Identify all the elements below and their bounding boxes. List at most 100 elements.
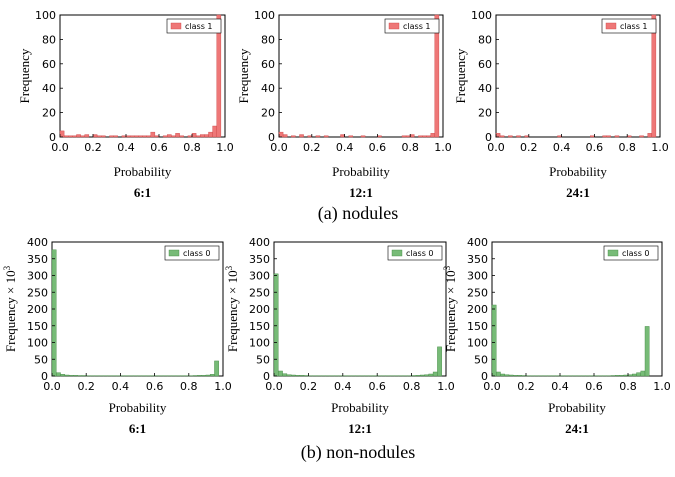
histogram-bar — [187, 135, 193, 138]
y-tick-label: 60 — [261, 58, 275, 71]
y-tick-label: 250 — [249, 286, 270, 299]
x-tick-label: 0.8 — [401, 141, 419, 154]
x-tick-label: 1.0 — [214, 380, 232, 393]
histogram-bar — [590, 135, 595, 138]
histogram-bar — [191, 133, 197, 138]
histogram-bar — [434, 14, 440, 138]
y-axis-label: Frequency — [453, 48, 468, 103]
x-tick-label: 0.0 — [483, 380, 501, 393]
y-tick-label: 100 — [35, 9, 56, 22]
legend-swatch — [168, 249, 180, 257]
histogram-bar — [627, 135, 632, 138]
legend-label: class 0 — [183, 249, 211, 258]
legend-box — [166, 18, 222, 34]
legend-swatch — [391, 249, 403, 257]
plot-frame — [273, 241, 447, 377]
y-tick-label: 250 — [467, 286, 488, 299]
histogram-bar — [303, 375, 309, 377]
histogram-bar — [208, 131, 213, 138]
histogram-bar — [84, 134, 90, 138]
histogram-bar — [651, 14, 657, 138]
x-tick-label: 1.0 — [437, 380, 455, 393]
histogram-bar — [291, 374, 296, 377]
histogram-bar — [644, 326, 650, 377]
legend-label: class 1 — [403, 22, 431, 31]
histogram-bar — [627, 374, 633, 377]
histogram-bar — [212, 125, 217, 138]
legend-box — [384, 18, 440, 34]
x-tick-label: 0.8 — [403, 380, 421, 393]
x-tick-label: 0.6 — [368, 380, 386, 393]
y-tick-label: 350 — [27, 253, 48, 266]
x-tick-label: 0.4 — [553, 141, 571, 154]
histogram-bar — [426, 135, 431, 138]
histogram-bar — [491, 304, 497, 377]
histogram-bar — [424, 374, 430, 377]
x-tick-label: 0.0 — [43, 380, 61, 393]
subplot-title: 6:1 — [129, 421, 146, 436]
y-tick-label: 0 — [263, 370, 270, 383]
histogram-bar — [418, 135, 423, 138]
histogram-bar — [138, 135, 143, 138]
y-tick-label: 400 — [467, 236, 488, 249]
plot-frame — [495, 14, 661, 138]
histogram-bar — [307, 135, 313, 138]
histogram-bar — [291, 135, 296, 138]
y-tick-label: 80 — [478, 33, 492, 46]
y-tick-label: 20 — [42, 107, 56, 120]
histogram-bar — [282, 134, 288, 138]
y-tick-label: 150 — [249, 320, 270, 333]
x-tick-label: 0.4 — [551, 380, 569, 393]
legend: class 0 — [164, 245, 220, 261]
histogram-bar — [415, 375, 421, 377]
legend: class 1 — [166, 18, 222, 34]
histogram-bar — [201, 375, 207, 377]
histogram-bar — [495, 133, 501, 138]
subplot-title: 24:1 — [565, 421, 589, 436]
y-tick-label: 20 — [478, 107, 492, 120]
histogram-bar — [340, 134, 345, 138]
histogram-bar — [405, 135, 411, 138]
y-axis-label: Frequency × 103 — [2, 265, 18, 352]
histogram-bar — [360, 135, 366, 138]
histogram-bar — [517, 375, 522, 377]
y-tick-label: 0 — [41, 370, 48, 383]
y-tick-label: 80 — [261, 33, 275, 46]
y-tick-label: 150 — [467, 320, 488, 333]
histogram-bar — [636, 372, 641, 377]
histogram-bar — [175, 133, 180, 138]
legend-box — [387, 245, 443, 261]
y-tick-label: 350 — [249, 253, 270, 266]
histogram-bar — [315, 135, 321, 138]
legend-swatch — [607, 249, 619, 257]
chart-panel-3: 0.0 0.2 0.4 0.6 0.8 1.0 0 20 40 60 80 100 Probabilit… — [453, 9, 669, 200]
y-tick-label: 50 — [34, 353, 48, 366]
histogram-bar — [113, 135, 118, 138]
histogram-bar — [286, 374, 292, 377]
chart-panel-6: 0.0 0.2 0.4 0.6 0.8 1.0 0 50 100 150 200 250 300 350 4… — [442, 236, 671, 436]
y-tick-label: 0 — [268, 131, 275, 144]
chart-panel-1: 0.0 0.2 0.4 0.6 0.8 1.0 0 20 40 60 80 100 Probabilit… — [17, 9, 234, 200]
histogram-bar — [632, 373, 637, 377]
y-axis-label: Frequency — [17, 48, 32, 103]
histogram-bar — [410, 134, 415, 138]
x-tick-label: 0.0 — [265, 380, 283, 393]
plot-frame — [51, 241, 224, 377]
x-tick-label: 1.0 — [653, 380, 671, 393]
legend-label: class 1 — [185, 22, 213, 31]
legend-box — [603, 245, 659, 261]
legend-box — [601, 18, 657, 34]
histogram-bar — [68, 375, 74, 377]
y-tick-label: 0 — [481, 370, 488, 383]
histogram-bar — [428, 373, 434, 377]
x-tick-label: 0.4 — [334, 380, 352, 393]
histogram-bar — [64, 374, 70, 377]
histogram-bar — [197, 375, 202, 377]
caption-nodules: (a) nodules — [318, 203, 398, 224]
chart-panel-2: 0.0 0.2 0.4 0.6 0.8 1.0 0 20 40 60 80 100 Probabilit… — [236, 9, 452, 200]
histogram-bar — [437, 346, 442, 377]
histogram-bar — [401, 135, 407, 138]
histogram-bar — [432, 371, 438, 377]
subplot-title: 6:1 — [134, 185, 151, 200]
histogram-bar — [195, 135, 201, 138]
